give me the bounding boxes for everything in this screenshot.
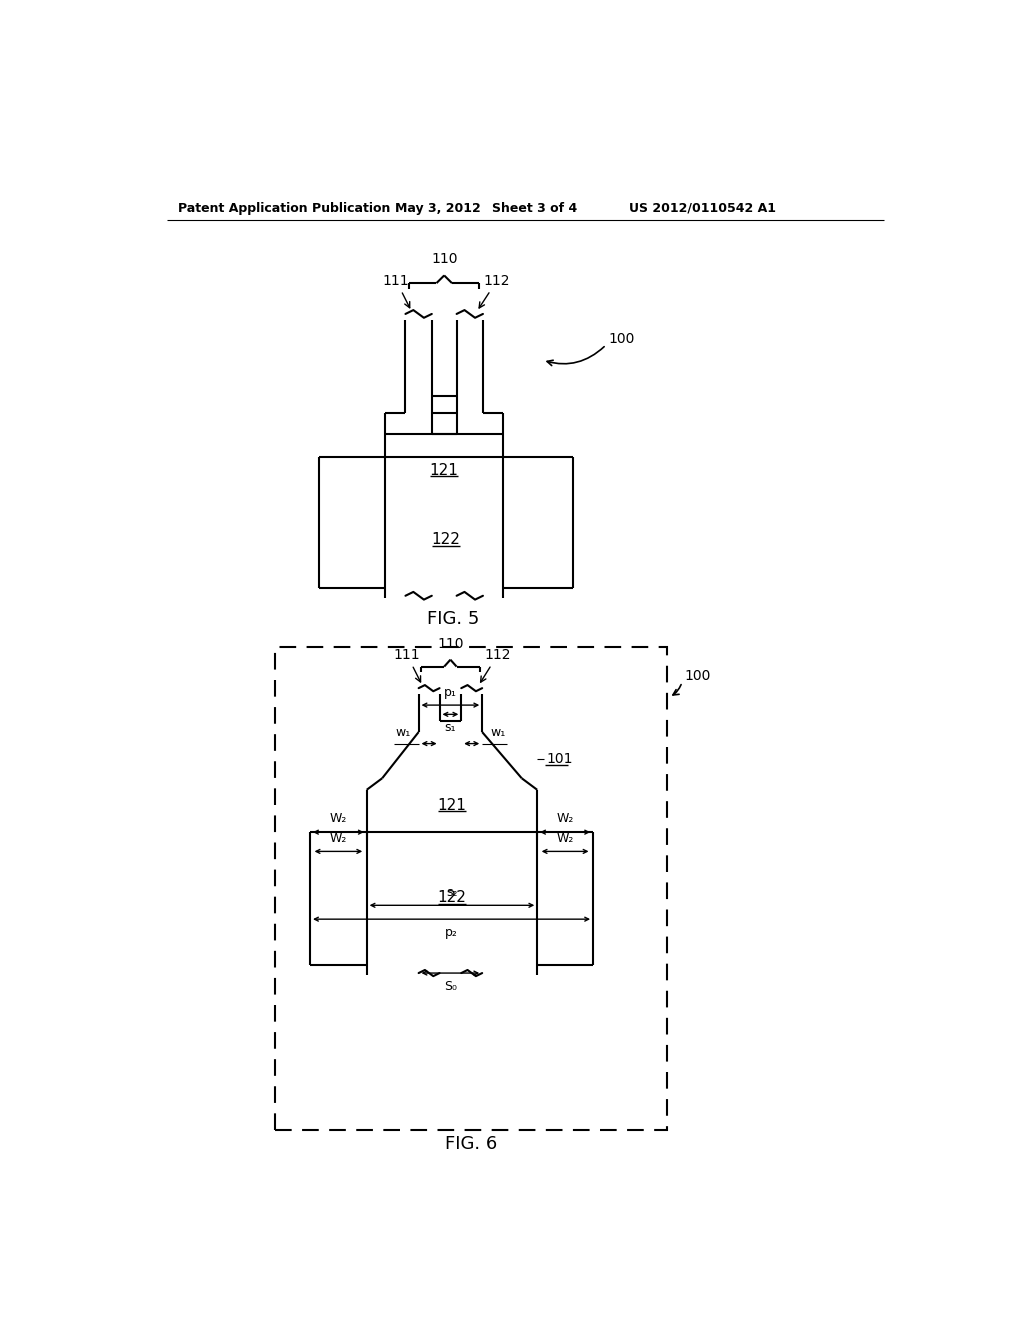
Text: 101: 101 <box>547 752 573 766</box>
Text: FIG. 6: FIG. 6 <box>444 1135 497 1152</box>
Text: 112: 112 <box>480 648 511 682</box>
Text: 100: 100 <box>608 333 635 346</box>
Text: 122: 122 <box>437 890 466 906</box>
Text: W₂: W₂ <box>556 812 573 825</box>
Text: W₂: W₂ <box>556 832 573 845</box>
Text: 112: 112 <box>479 273 510 308</box>
Text: w₁: w₁ <box>490 726 505 739</box>
Text: Patent Application Publication: Patent Application Publication <box>178 202 391 215</box>
Text: 122: 122 <box>431 532 460 546</box>
Text: 111: 111 <box>383 273 410 308</box>
Bar <box>275 647 667 1130</box>
Text: 110: 110 <box>437 638 464 651</box>
Text: 121: 121 <box>437 797 466 813</box>
Text: p₂: p₂ <box>445 927 458 939</box>
Text: 100: 100 <box>684 669 711 682</box>
Text: 111: 111 <box>393 648 421 682</box>
Text: 110: 110 <box>431 252 458 267</box>
Text: p₁: p₁ <box>444 686 457 700</box>
Text: s₂: s₂ <box>446 886 458 899</box>
Text: Sheet 3 of 4: Sheet 3 of 4 <box>493 202 578 215</box>
Text: w₁: w₁ <box>395 726 411 739</box>
Text: s₁: s₁ <box>444 721 456 734</box>
Text: US 2012/0110542 A1: US 2012/0110542 A1 <box>630 202 776 215</box>
Text: W₂: W₂ <box>330 812 347 825</box>
Text: S₀: S₀ <box>444 979 457 993</box>
Text: FIG. 5: FIG. 5 <box>427 610 479 628</box>
Text: May 3, 2012: May 3, 2012 <box>395 202 481 215</box>
Text: 121: 121 <box>430 463 459 478</box>
Text: W₂: W₂ <box>330 832 347 845</box>
